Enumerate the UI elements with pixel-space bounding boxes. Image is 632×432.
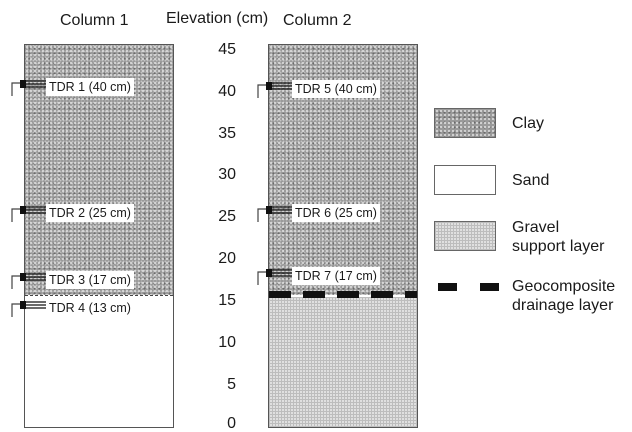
- tdr-probe-icon: [11, 273, 48, 289]
- column-2: [268, 44, 418, 428]
- legend-clay-label: Clay: [512, 115, 545, 132]
- tdr-probe-icon: [257, 82, 294, 98]
- legend-geocomposite-label: Geocomposite drainage layer: [512, 277, 615, 315]
- column-2-geocomposite-layer: [269, 291, 417, 298]
- tick-label: 15: [218, 292, 236, 309]
- tick-label: 35: [218, 125, 236, 142]
- tdr-probe-icon: [257, 206, 294, 222]
- tdr-label: TDR 6 (25 cm): [292, 204, 380, 222]
- tick-label: 10: [218, 334, 236, 351]
- legend-gravel-line-1: Gravel: [512, 219, 560, 236]
- tdr-sensor-6: TDR 6 (25 cm): [256, 204, 436, 222]
- legend-gravel-line-2: support layer: [512, 238, 605, 255]
- tdr-label: TDR 4 (13 cm): [46, 299, 134, 317]
- tdr-sensor-2: TDR 2 (25 cm): [10, 204, 190, 222]
- tdr-label: TDR 7 (17 cm): [292, 267, 380, 285]
- legend-geocomposite-line-1: Geocomposite: [512, 278, 616, 295]
- column-1: [24, 44, 174, 428]
- legend-gravel-label: Gravel support layer: [512, 218, 605, 256]
- tdr-probe-icon: [11, 80, 48, 96]
- tick-label: 25: [218, 208, 236, 225]
- legend-gravel-swatch: [434, 221, 496, 251]
- elevation-axis-title: Elevation (cm): [166, 10, 269, 27]
- tdr-sensor-7: TDR 7 (17 cm): [256, 267, 436, 285]
- tdr-label: TDR 3 (17 cm): [46, 271, 134, 289]
- legend-geocomposite-dash: [480, 283, 499, 291]
- tick-label: 20: [218, 250, 236, 267]
- column-2-gravel-layer: [269, 297, 417, 427]
- tdr-label: TDR 1 (40 cm): [46, 78, 134, 96]
- legend-sand-label: Sand: [512, 172, 550, 189]
- tick-label: 5: [227, 376, 236, 393]
- legend-geocomposite-dash: [438, 283, 457, 291]
- tick-label: 45: [218, 41, 236, 58]
- tdr-probe-icon: [11, 301, 48, 317]
- tdr-probe-icon: [11, 206, 48, 222]
- column-1-title: Column 1: [60, 12, 129, 29]
- tdr-sensor-3: TDR 3 (17 cm): [10, 271, 190, 289]
- tdr-probe-icon: [257, 269, 294, 285]
- tick-label: 30: [218, 166, 236, 183]
- tick-label: 0: [227, 415, 236, 432]
- tdr-sensor-1: TDR 1 (40 cm): [10, 78, 190, 96]
- legend-geocomposite-line-2: drainage layer: [512, 297, 614, 314]
- legend-sand-swatch: [434, 165, 496, 195]
- tdr-label: TDR 5 (40 cm): [292, 80, 380, 98]
- column-2-title: Column 2: [283, 12, 352, 29]
- tdr-sensor-4: TDR 4 (13 cm): [10, 299, 190, 317]
- legend-clay-swatch: [434, 108, 496, 138]
- tick-label: 40: [218, 83, 236, 100]
- tdr-label: TDR 2 (25 cm): [46, 204, 134, 222]
- tdr-sensor-5: TDR 5 (40 cm): [256, 80, 436, 98]
- column-1-sand-layer: [25, 295, 173, 427]
